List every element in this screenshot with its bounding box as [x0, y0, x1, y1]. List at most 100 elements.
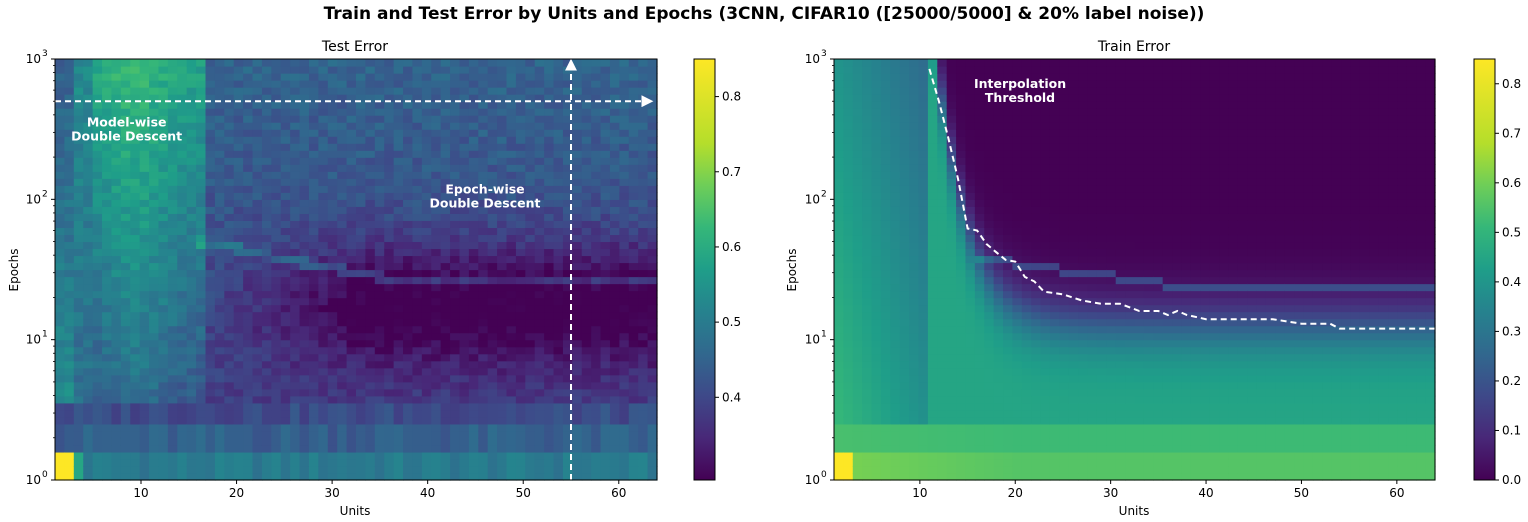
- heatmap-cell: [468, 353, 479, 362]
- heatmap-cell: [186, 178, 197, 186]
- heatmap-cell: [92, 423, 103, 432]
- heatmap-cell: [880, 381, 891, 390]
- heatmap-cell: [318, 311, 329, 320]
- heatmap-cell: [440, 220, 451, 228]
- heatmap-cell: [965, 220, 976, 228]
- heatmap-cell: [374, 409, 385, 418]
- heatmap-cell: [196, 353, 207, 362]
- heatmap-cell: [956, 311, 967, 320]
- heatmap-cell: [909, 185, 920, 193]
- heatmap-cell: [534, 101, 545, 109]
- heatmap-cell: [308, 122, 319, 130]
- heatmap-cell: [890, 262, 901, 271]
- heatmap-cell: [553, 472, 564, 481]
- heatmap-cell: [581, 80, 592, 88]
- heatmap-cell: [252, 66, 263, 74]
- heatmap-cell: [120, 339, 131, 348]
- heatmap-cell: [308, 297, 319, 306]
- heatmap-cell: [403, 248, 414, 257]
- heatmap-cell: [956, 122, 967, 130]
- heatmap-cell: [196, 402, 207, 411]
- heatmap-cell: [852, 395, 863, 404]
- heatmap-cell: [927, 185, 938, 193]
- heatmap-cell: [55, 66, 66, 74]
- heatmap-cell: [600, 59, 611, 67]
- heatmap-cell: [271, 66, 282, 74]
- heatmap-cell: [843, 360, 854, 369]
- heatmap-cell: [233, 402, 244, 411]
- heatmap-cell: [993, 108, 1004, 116]
- heatmap-cell: [965, 143, 976, 151]
- heatmap-cell: [506, 472, 517, 481]
- heatmap-cell: [261, 430, 272, 439]
- heatmap-cell: [92, 269, 103, 278]
- heatmap-cell: [927, 318, 938, 327]
- heatmap-cell: [871, 276, 882, 285]
- heatmap-cell: [600, 283, 611, 292]
- heatmap-cell: [55, 409, 66, 418]
- heatmap-cell: [478, 192, 489, 200]
- heatmap-cell: [196, 157, 207, 165]
- heatmap-cell: [73, 129, 84, 137]
- heatmap-cell: [459, 255, 470, 264]
- heatmap-cell: [431, 73, 442, 81]
- heatmap-cell: [224, 416, 235, 425]
- heatmap-cell: [440, 339, 451, 348]
- heatmap-cell: [374, 87, 385, 95]
- heatmap-cell: [515, 388, 526, 397]
- heatmap-cell: [609, 66, 620, 74]
- heatmap-cell: [64, 129, 75, 137]
- heatmap-cell: [918, 381, 929, 390]
- heatmap-cell: [177, 199, 188, 207]
- heatmap-cell: [421, 325, 432, 334]
- heatmap-cell: [384, 311, 395, 320]
- heatmap-cell: [243, 164, 254, 172]
- heatmap-cell: [83, 248, 94, 257]
- heatmap-cell: [421, 311, 432, 320]
- heatmap-cell: [55, 108, 66, 116]
- heatmap-cell: [412, 213, 423, 221]
- heatmap-cell: [233, 409, 244, 418]
- heatmap-cell: [572, 255, 583, 264]
- heatmap-cell: [374, 437, 385, 446]
- heatmap-cell: [64, 381, 75, 390]
- heatmap-cell: [515, 227, 526, 236]
- heatmap-cell: [149, 423, 160, 432]
- heatmap-cell: [167, 185, 178, 193]
- heatmap-cell: [186, 213, 197, 221]
- heatmap-cell: [130, 423, 141, 432]
- heatmap-cell: [487, 171, 498, 179]
- heatmap-cell: [55, 94, 66, 102]
- heatmap-cell: [937, 199, 948, 207]
- heatmap-cell: [487, 311, 498, 320]
- heatmap-cell: [487, 178, 498, 186]
- heatmap-cell: [609, 87, 620, 95]
- heatmap-cell: [871, 388, 882, 397]
- heatmap-cell: [271, 122, 282, 130]
- heatmap-cell: [515, 185, 526, 193]
- heatmap-cell: [871, 360, 882, 369]
- heatmap-cell: [880, 143, 891, 151]
- heatmap-cell: [196, 171, 207, 179]
- heatmap-cell: [937, 374, 948, 383]
- heatmap-cell: [64, 304, 75, 313]
- heatmap-cell: [619, 451, 630, 460]
- heatmap-cell: [92, 395, 103, 404]
- heatmap-cell: [233, 213, 244, 221]
- heatmap-cell: [946, 444, 957, 453]
- heatmap-cell: [562, 108, 573, 116]
- heatmap-cell: [890, 59, 901, 67]
- heatmap-cell: [55, 381, 66, 390]
- heatmap-cell: [993, 227, 1004, 236]
- heatmap-cell: [638, 178, 649, 186]
- heatmap-cell: [927, 444, 938, 453]
- heatmap-cell: [628, 451, 639, 460]
- heatmap-cell: [365, 129, 376, 137]
- heatmap-cell: [393, 444, 404, 453]
- heatmap-cell: [478, 248, 489, 257]
- heatmap-cell: [927, 234, 938, 243]
- heatmap-cell: [403, 325, 414, 334]
- heatmap-cell: [55, 423, 66, 432]
- heatmap-cell: [337, 73, 348, 81]
- heatmap-cell: [852, 241, 863, 250]
